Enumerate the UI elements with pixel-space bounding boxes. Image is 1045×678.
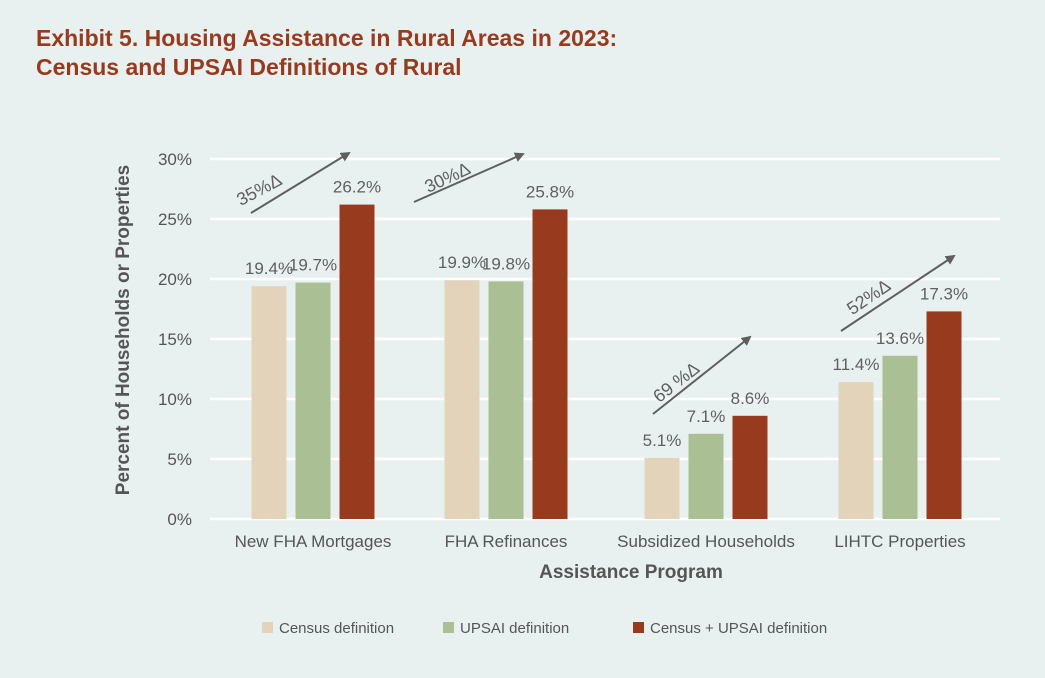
- y-axis-label: Percent of Households or Properties: [113, 165, 134, 495]
- data-label: 11.4%: [833, 355, 880, 374]
- bar-2-1: [532, 209, 568, 519]
- bar-1-0: [295, 282, 331, 519]
- data-label: 19.4%: [245, 259, 293, 278]
- y-tick-label: 0%: [167, 510, 192, 529]
- y-tick-label: 25%: [158, 210, 192, 229]
- x-tick-label: Subsidized Households: [617, 532, 795, 551]
- bar-0-3: [838, 382, 874, 519]
- legend-swatch: [633, 622, 644, 633]
- bar-0-1: [444, 280, 480, 519]
- bar-2-0: [339, 204, 375, 519]
- bar-2-3: [926, 311, 962, 519]
- x-tick-label: New FHA Mortgages: [235, 532, 392, 551]
- legend-label: Census definition: [279, 620, 394, 637]
- data-label: 7.1%: [687, 407, 726, 426]
- y-tick-label: 20%: [158, 270, 192, 289]
- change-arrow: [840, 254, 956, 332]
- legend-label: Census + UPSAI definition: [650, 620, 827, 637]
- y-tick-label: 10%: [158, 390, 192, 409]
- data-label: 19.8%: [482, 254, 530, 273]
- chart-title: Exhibit 5. Housing Assistance in Rural A…: [36, 24, 617, 82]
- change-arrow: [413, 152, 525, 203]
- title-line-1: Exhibit 5. Housing Assistance in Rural A…: [36, 25, 618, 51]
- bar-0-2: [644, 457, 680, 519]
- data-label: 8.6%: [731, 389, 770, 408]
- bar-2-2: [732, 415, 768, 519]
- data-label: 25.8%: [526, 182, 574, 201]
- legend-swatch: [262, 622, 273, 633]
- data-label: 26.2%: [333, 178, 381, 197]
- data-label: 19.7%: [289, 256, 337, 275]
- change-annotation: 30%Δ: [421, 158, 473, 196]
- legend-swatch: [443, 622, 454, 633]
- x-tick-label: FHA Refinances: [445, 532, 568, 551]
- data-label: 19.9%: [438, 253, 486, 272]
- data-label: 17.3%: [920, 284, 968, 303]
- data-label: 13.6%: [876, 329, 924, 348]
- x-axis-label: Assistance Program: [539, 562, 723, 583]
- change-arrow: [652, 335, 752, 415]
- bar-1-3: [882, 355, 918, 519]
- bar-0-0: [251, 286, 287, 519]
- title-line-2: Census and UPSAI Definitions of Rural: [36, 54, 462, 80]
- y-tick-label: 30%: [158, 150, 192, 169]
- bar-1-2: [688, 433, 724, 519]
- bar-1-1: [488, 281, 524, 519]
- change-arrow: [250, 151, 351, 214]
- y-tick-label: 5%: [167, 450, 192, 469]
- y-tick-label: 15%: [158, 330, 192, 349]
- change-annotation: 35%Δ: [233, 170, 285, 210]
- data-label: 5.1%: [643, 431, 682, 450]
- x-tick-label: LIHTC Properties: [834, 532, 965, 551]
- legend-label: UPSAI definition: [460, 620, 569, 637]
